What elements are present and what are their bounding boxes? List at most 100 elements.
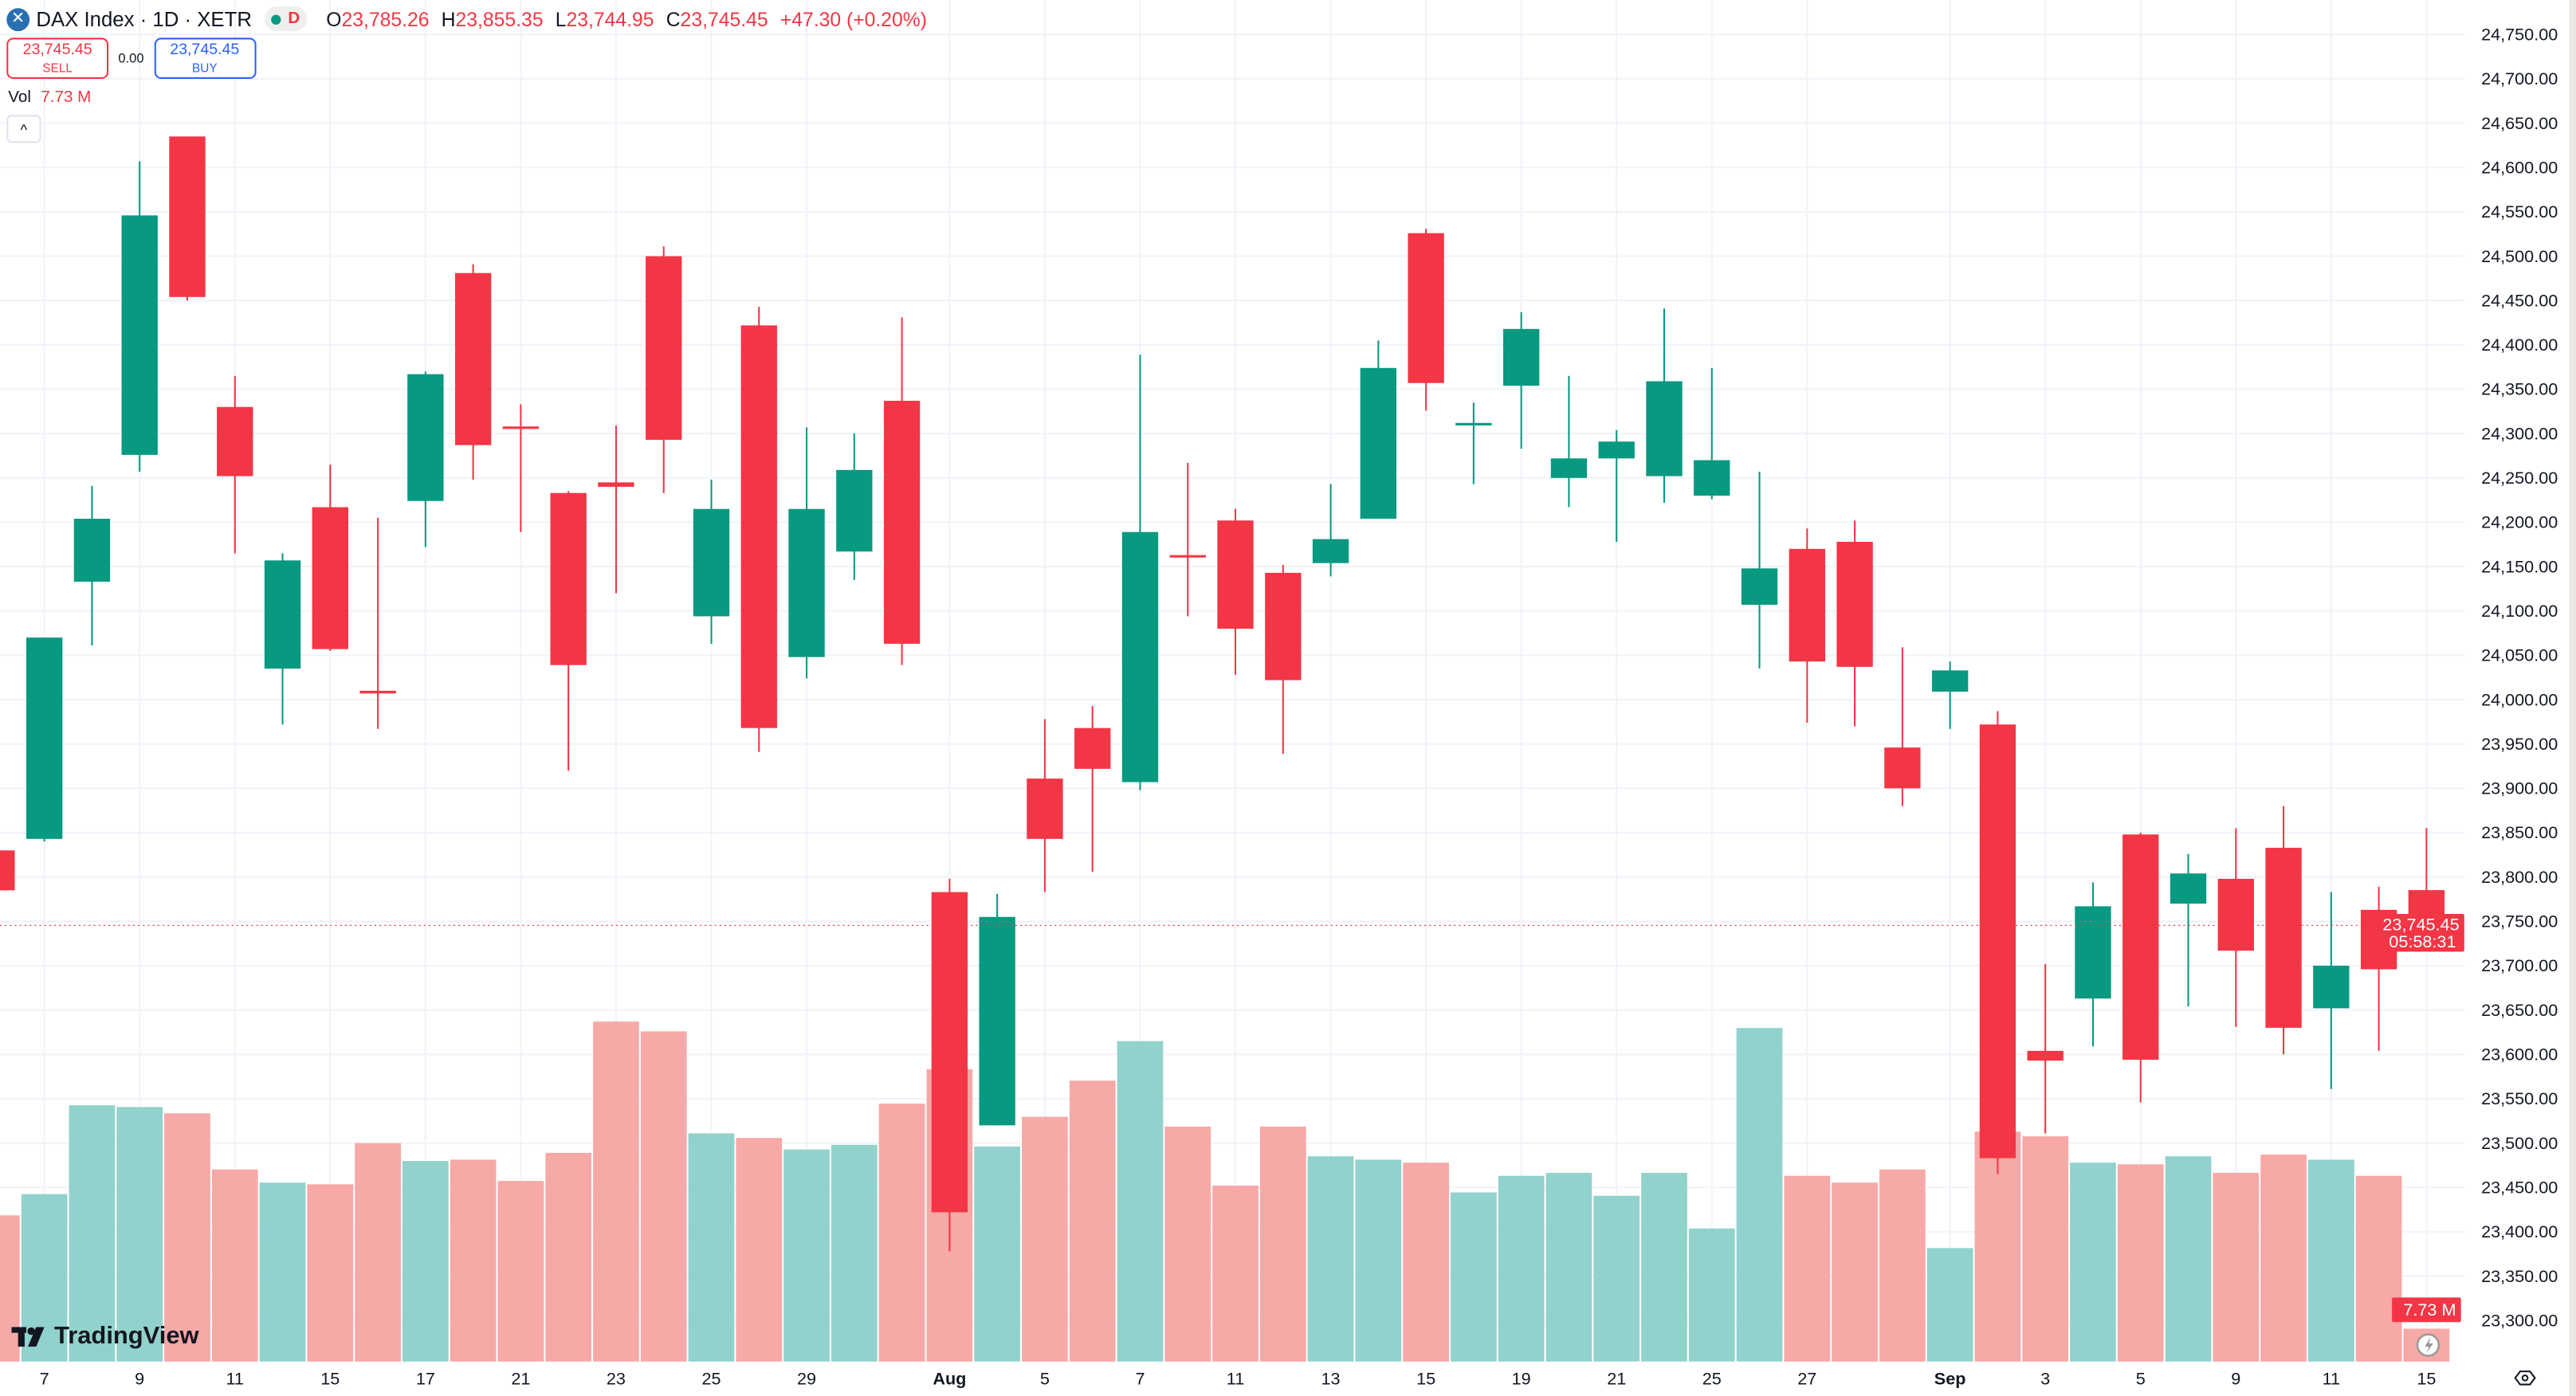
market-status-badge[interactable]: D (265, 6, 307, 32)
settings-hex (2514, 1371, 2536, 1386)
time-tick-label: 7 (1135, 1369, 1145, 1389)
trade-buttons: 23,745.45 SELL 0.00 23,745.45 BUY (6, 37, 256, 79)
last-price-value: 23,745.45 (2382, 915, 2459, 935)
volume-bar (878, 1104, 925, 1362)
volume-bar (1832, 1182, 1878, 1362)
candle-body (169, 136, 206, 297)
volume-bar (1212, 1185, 1259, 1362)
time-tick-label: 15 (320, 1369, 340, 1389)
time-tick-label: 5 (1040, 1369, 1050, 1389)
candle-body (836, 469, 873, 552)
bar-countdown: 05:58:31 (2389, 931, 2456, 951)
time-tick-label: 25 (1702, 1369, 1722, 1389)
ohlc-values: O23,785.26 H23,855.35 L23,744.95 C23,745… (326, 7, 933, 30)
last-price-tag (2375, 913, 2464, 952)
time-tick-label: 21 (1607, 1369, 1626, 1389)
candle-body (598, 482, 634, 487)
sell-button[interactable]: 23,745.45 SELL (6, 37, 109, 79)
tradingview-logo-icon (11, 1326, 45, 1347)
x-logo-icon: ✕ (6, 7, 30, 31)
candle-body (740, 325, 777, 728)
volume-bar (1355, 1159, 1402, 1362)
volume-bar (1879, 1169, 1926, 1362)
candle-body (217, 406, 253, 476)
price-tick-label: 24,000.00 (2481, 689, 2558, 709)
tradingview-logo[interactable]: TradingView (11, 1322, 199, 1350)
volume-bar (402, 1161, 449, 1362)
volume-bar (1593, 1195, 1640, 1362)
volume-bar (1259, 1126, 1306, 1362)
high-value: 23,855.35 (455, 7, 544, 31)
settings-icon[interactable] (2514, 1371, 2536, 1386)
volume-legend: Vol 7.73 M (8, 88, 91, 107)
candle-body (1646, 381, 1683, 476)
volume-tag (2392, 1297, 2461, 1323)
candle-body (1550, 458, 1588, 478)
candle-body (26, 637, 63, 839)
candle-body (883, 400, 921, 644)
candle-body (1312, 539, 1349, 563)
volume-bar (1403, 1163, 1449, 1362)
volume-bar (1307, 1156, 1354, 1362)
spread-value: 0.00 (118, 50, 144, 66)
time-tick-label: 25 (701, 1369, 721, 1389)
price-tick-label: 23,850.00 (2481, 822, 2558, 842)
collapse-legend-button[interactable]: ^ (6, 115, 41, 143)
candle-body (788, 508, 825, 657)
time-tick-label: 5 (2136, 1369, 2146, 1389)
volume-bar (2022, 1136, 2069, 1362)
candle-body (359, 690, 396, 694)
volume-bar (2070, 1163, 2116, 1362)
candle-body (1265, 572, 1302, 680)
volume-bar (1022, 1116, 1068, 1362)
candles (0, 136, 2445, 1252)
volume-bar (1736, 1028, 1783, 1362)
candle-body (1360, 367, 1397, 520)
candle-body (73, 519, 111, 582)
candle-body (264, 560, 301, 669)
price-tick-label: 23,450.00 (2481, 1177, 2558, 1197)
volume-bar (1069, 1080, 1116, 1362)
time-tick-label: 29 (797, 1369, 816, 1389)
volume-bar (2165, 1156, 2212, 1362)
price-tick-label: 24,200.00 (2481, 512, 2558, 532)
close-label: C (666, 7, 681, 31)
price-tick-label: 23,400.00 (2481, 1222, 2558, 1241)
candle-body (979, 916, 1015, 1126)
price-tick-label: 24,500.00 (2481, 246, 2558, 266)
time-tick-label: 9 (135, 1369, 144, 1389)
symbol-title[interactable]: DAX Index · 1D · XETR (36, 7, 252, 31)
price-tick-label: 24,400.00 (2481, 335, 2558, 355)
lightning-icon[interactable] (2416, 1333, 2441, 1357)
volume-bar (545, 1152, 592, 1362)
candle-body (1741, 568, 1778, 605)
volume-bar (2355, 1175, 2402, 1362)
volume-bar (450, 1159, 497, 1362)
time-tick-label: 21 (511, 1369, 530, 1389)
price-tick-label: 23,350.00 (2481, 1266, 2558, 1286)
volume-tag-value: 7.73 M (2403, 1300, 2456, 1320)
candle-body (312, 507, 348, 649)
scrollbar[interactable] (2569, 0, 2576, 1396)
price-tick-label: 23,300.00 (2481, 1310, 2558, 1330)
candle-body (121, 215, 158, 455)
candle-body (1027, 778, 1063, 839)
time-tick-label: Aug (933, 1369, 966, 1389)
time-tick-label: 27 (1797, 1369, 1816, 1389)
candle-body (2122, 834, 2159, 1060)
candle-body (550, 492, 587, 665)
price-axis: 24,750.00 24,700.00 24,650.00 24,600.00 24,5… (2481, 24, 2558, 1330)
volume-bar (2117, 1164, 2164, 1362)
price-tick-label: 23,550.00 (2481, 1088, 2558, 1108)
volume-label: Vol (8, 88, 31, 107)
volume-bar (307, 1184, 354, 1362)
volume-bar (1641, 1172, 1687, 1362)
sell-price: 23,745.45 (22, 40, 92, 59)
buy-button[interactable]: 23,745.45 BUY (153, 37, 256, 79)
candle-body (2265, 847, 2302, 1028)
candle-body (2313, 965, 2350, 1009)
candle-body (2170, 873, 2207, 904)
time-tick-label: 11 (2323, 1369, 2340, 1389)
volume-bar (1926, 1248, 1973, 1362)
